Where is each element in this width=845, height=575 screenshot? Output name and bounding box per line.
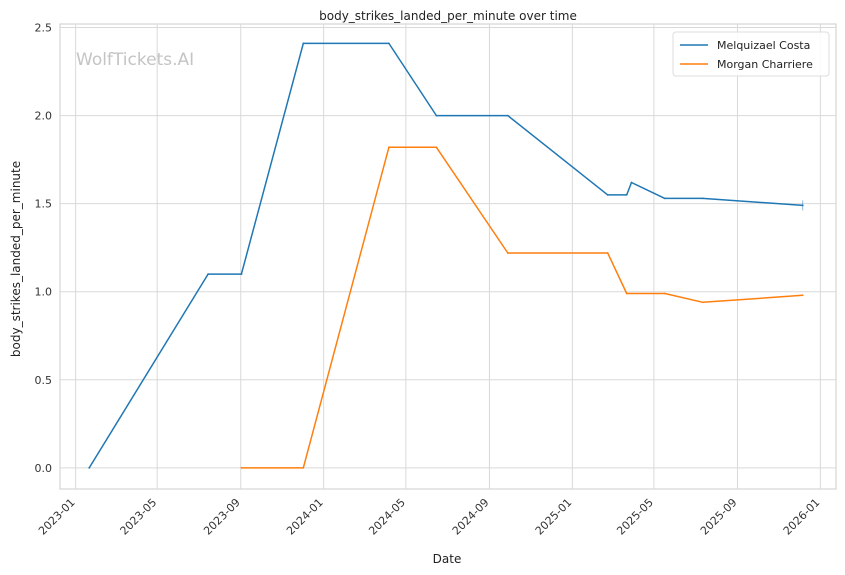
series-group <box>88 42 804 469</box>
y-tick-label: 1.5 <box>35 198 53 211</box>
data-point <box>88 466 91 469</box>
x-tick-label: 2023-09 <box>201 496 243 538</box>
data-point <box>625 292 628 295</box>
data-point <box>506 114 509 117</box>
data-point <box>663 292 666 295</box>
data-point <box>240 466 243 469</box>
x-tick-labels: 2023-01 2023-05 2023-09 2024-01 2024-05 2024-… <box>36 496 822 538</box>
x-tick-label: 2024-09 <box>450 496 492 538</box>
x-tick-label: 2025-09 <box>698 496 740 538</box>
data-point <box>506 252 509 254</box>
x-tick-label: 2026-01 <box>781 496 823 538</box>
x-tick-label: 2023-05 <box>118 496 160 538</box>
x-tick-label: 2025-05 <box>614 496 656 538</box>
data-point <box>630 181 633 184</box>
y-tick-label: 2.5 <box>35 22 53 35</box>
y-tick-label: 1.0 <box>35 286 53 299</box>
y-tick-label: 0.0 <box>35 462 53 475</box>
x-tick-label: 2024-01 <box>284 496 326 538</box>
data-point <box>435 114 438 117</box>
legend-label-morgan-charriere: Morgan Charriere <box>717 58 813 71</box>
data-point <box>435 146 438 149</box>
data-point <box>801 294 804 297</box>
data-point <box>240 273 243 276</box>
data-point <box>302 466 305 469</box>
data-point <box>663 197 666 200</box>
data-point <box>207 273 210 276</box>
data-point <box>606 193 609 196</box>
data-point <box>701 197 704 200</box>
data-point <box>606 252 609 254</box>
x-tick-label: 2024-05 <box>366 496 408 538</box>
x-axis-label: Date <box>433 552 462 566</box>
legend-box <box>672 31 830 77</box>
y-axis-label: body_strikes_landed_per_minute <box>9 161 23 357</box>
x-tick-label: 2025-01 <box>533 496 575 538</box>
data-point <box>302 42 305 45</box>
legend-label-melquizael-costa: Melquizael Costa <box>717 39 810 52</box>
y-tick-label: 2.0 <box>35 110 53 123</box>
legend: Melquizael Costa Morgan Charriere <box>672 31 830 77</box>
data-point <box>625 193 628 196</box>
y-tick-labels: 0.0 0.5 1.0 1.5 2.0 2.5 <box>35 22 53 475</box>
data-point <box>701 301 704 304</box>
series-line <box>241 146 803 469</box>
y-tick-label: 0.5 <box>35 374 53 387</box>
chart-title: body_strikes_landed_per_minute over time <box>319 9 577 23</box>
x-tick-label: 2023-01 <box>36 496 78 538</box>
data-point <box>387 146 390 149</box>
watermark: WolfTickets.AI <box>76 50 194 70</box>
plot-area <box>59 23 837 490</box>
data-point <box>387 42 390 45</box>
